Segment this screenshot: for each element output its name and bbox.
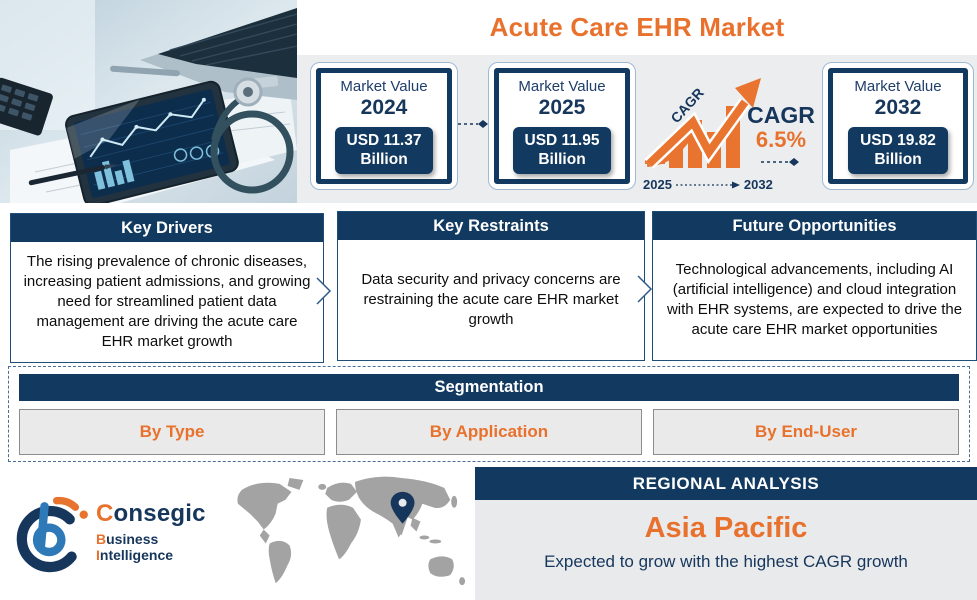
- brand-logo: Consegic Business Intelligence: [10, 486, 228, 596]
- laptop: [140, 8, 298, 100]
- segment-by-application: By Application: [336, 409, 642, 455]
- market-value-label: Market Value: [340, 77, 428, 95]
- tagline-i: I: [96, 547, 100, 563]
- key-drivers-text: The rising prevalence of chronic disease…: [23, 253, 311, 350]
- future-opportunities-panel: Future Opportunities Technological advan…: [652, 211, 977, 361]
- tagline-ntelligence: ntelligence: [99, 547, 174, 563]
- dashed-arrow-right-icon: [675, 181, 740, 188]
- brand-initial: C: [96, 500, 114, 527]
- brand-name-rest: onsegic: [113, 500, 206, 527]
- regional-analysis-body: Asia Pacific Expected to grow with the h…: [475, 500, 977, 600]
- key-drivers-title: Key Drivers: [11, 214, 323, 242]
- page-title: Acute Care EHR Market: [489, 12, 785, 42]
- market-value-year: 2025: [538, 95, 586, 119]
- market-value-year: 2024: [360, 95, 408, 119]
- consegic-logo-icon: [16, 496, 88, 573]
- chevron-right-icon: [637, 275, 653, 303]
- growth-bars-arrow-icon: CAGR: [644, 78, 761, 169]
- segmentation-title: Segmentation: [19, 374, 959, 401]
- amount-line1: USD 11.95: [524, 131, 600, 149]
- dashed-arrow-diamond-icon: [458, 120, 488, 128]
- region-note: Expected to grow with the highest CAGR g…: [544, 552, 908, 571]
- cagr-start-year: 2025: [643, 177, 672, 192]
- market-value-year: 2032: [874, 95, 922, 119]
- region-name: Asia Pacific: [644, 512, 808, 544]
- tablet: [65, 80, 239, 207]
- calculator: [0, 77, 53, 136]
- segmentation-section: Segmentation By Type By Application By E…: [8, 366, 970, 462]
- key-restraints-text: Data security and privacy concerns are r…: [361, 271, 621, 328]
- key-drivers-panel: Key Drivers The rising prevalence of chr…: [10, 213, 324, 363]
- market-value-amount: USD 11.95 Billion: [512, 126, 612, 175]
- cagr-label: CAGR: [747, 102, 815, 128]
- hero-photo: [0, 0, 298, 207]
- amount-line2: Billion: [360, 150, 408, 168]
- pen: [28, 164, 117, 186]
- stethoscope: [210, 77, 294, 194]
- key-restraints-title: Key Restraints: [338, 212, 644, 240]
- amount-line1: USD 11.37: [346, 131, 422, 149]
- cagr-value: 6.5%: [755, 127, 807, 153]
- stylus: [110, 65, 180, 77]
- segment-by-type: By Type: [19, 409, 325, 455]
- amount-line1: USD 19.82: [860, 131, 936, 149]
- brand-tagline: Business Intelligence: [96, 531, 228, 563]
- location-pin-icon: [390, 491, 415, 524]
- cagr-year-range: 2025 2032: [643, 177, 773, 192]
- key-restraints-panel: Key Restraints Data security and privacy…: [337, 211, 645, 361]
- future-opportunities-title: Future Opportunities: [653, 212, 976, 240]
- market-value-label: Market Value: [518, 77, 606, 95]
- regional-analysis-header: REGIONAL ANALYSIS: [475, 467, 977, 500]
- dashed-arrow-diamond-icon: [761, 158, 799, 167]
- market-value-amount: USD 11.37 Billion: [334, 126, 434, 175]
- market-value-box-2025: Market Value 2025 USD 11.95 Billion: [488, 62, 636, 190]
- segment-by-end-user: By End-User: [653, 409, 959, 455]
- title-bar: Acute Care EHR Market: [297, 0, 977, 55]
- market-value-box-2024: Market Value 2024 USD 11.37 Billion: [310, 62, 458, 190]
- cagr-callout: CAGR 6.5%: [747, 102, 815, 168]
- brand-name: Consegic: [96, 500, 228, 528]
- medical-desk-photo: [0, 0, 298, 207]
- market-value-label: Market Value: [854, 77, 942, 95]
- amount-line2: Billion: [874, 150, 922, 168]
- market-value-amount: USD 19.82 Billion: [848, 126, 948, 175]
- amount-line2: Billion: [538, 150, 586, 168]
- market-strip: Market Value 2024 USD 11.37 Billion Mark…: [297, 55, 977, 203]
- cagr-end-year: 2032: [743, 177, 773, 192]
- world-map: [228, 474, 476, 598]
- tagline-usiness: usiness: [106, 531, 159, 547]
- tagline-b: B: [96, 531, 107, 547]
- chevron-right-icon: [316, 277, 332, 305]
- market-value-box-2032: Market Value 2032 USD 19.82 Billion: [822, 62, 974, 190]
- world-map-icon: [237, 476, 466, 586]
- future-opportunities-text: Technological advancements, including AI…: [666, 261, 963, 338]
